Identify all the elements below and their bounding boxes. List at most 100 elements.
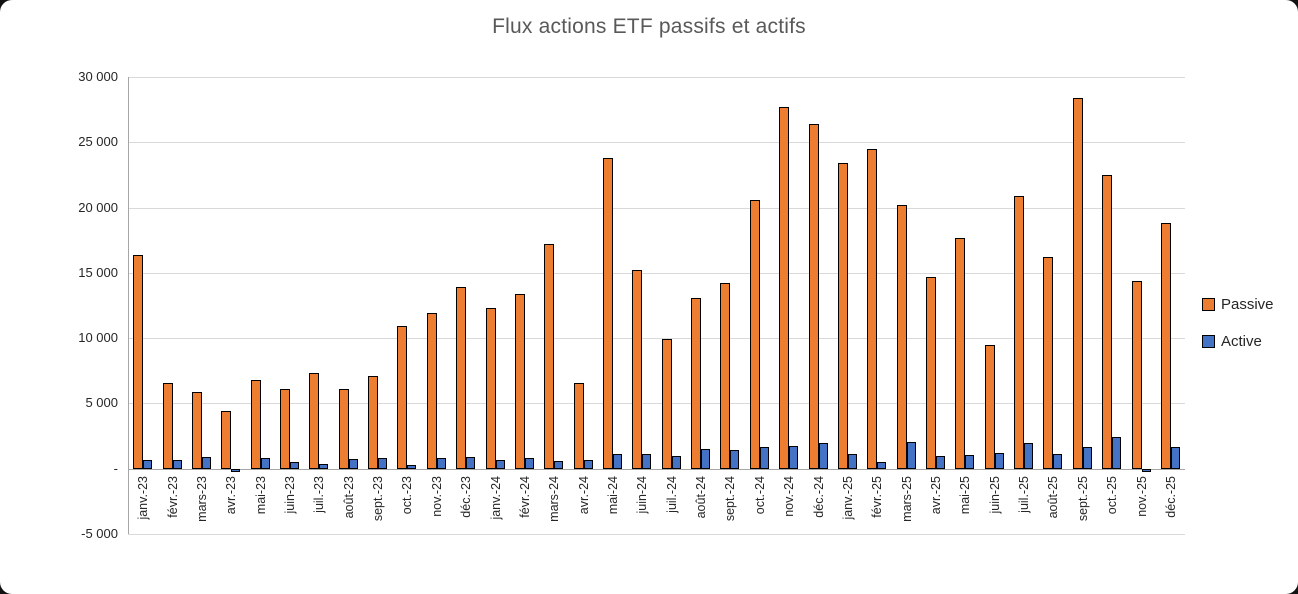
active-bar xyxy=(348,458,358,469)
active-bar xyxy=(818,442,828,469)
passive-bar xyxy=(544,244,555,469)
active-bar xyxy=(436,457,446,469)
active-bar xyxy=(642,454,652,469)
active-bar xyxy=(583,460,593,469)
passive-bar xyxy=(1043,257,1054,469)
passive-bar xyxy=(514,293,525,469)
x-axis-label: mai-23 xyxy=(253,475,268,514)
active-bar xyxy=(1141,468,1151,472)
passive-bar xyxy=(984,344,995,469)
passive-bar xyxy=(573,382,584,469)
passive-bar xyxy=(456,287,467,469)
active-bar xyxy=(260,458,270,469)
x-axis-label: déc.-24 xyxy=(811,475,826,518)
passive-bar xyxy=(133,254,144,469)
active-bar xyxy=(701,449,711,469)
x-axis-label: sept.-25 xyxy=(1075,475,1090,521)
active-bar xyxy=(172,459,182,469)
passive-bar xyxy=(603,158,613,469)
active-bar xyxy=(994,453,1004,469)
legend-swatch-active xyxy=(1202,335,1215,348)
x-axis-label: janv.-25 xyxy=(840,475,855,520)
active-bar xyxy=(1082,446,1092,469)
x-axis-label: févr.-24 xyxy=(517,475,532,518)
passive-bar xyxy=(338,389,349,469)
passive-bar xyxy=(779,107,790,469)
passive-bar xyxy=(162,382,173,469)
x-axis-label: nov.-23 xyxy=(429,475,444,517)
x-axis-label: juin-23 xyxy=(283,475,297,514)
passive-bar xyxy=(749,199,760,469)
active-bar xyxy=(847,454,857,469)
passive-bar xyxy=(661,339,672,469)
legend-label-passive: Passive xyxy=(1221,296,1274,313)
passive-bar xyxy=(926,276,936,469)
y-axis-tick-label: 20 000 xyxy=(78,199,118,215)
x-axis-label: avr.-24 xyxy=(576,475,591,514)
passive-bar xyxy=(1014,195,1024,469)
passive-bar xyxy=(250,379,261,469)
y-axis-tick-label: 30 000 xyxy=(78,69,118,84)
x-axis-label: nov.-25 xyxy=(1134,475,1149,517)
active-bar xyxy=(407,465,417,469)
x-axis-label: juil.-23 xyxy=(312,475,327,513)
active-bar xyxy=(290,462,299,469)
gridline xyxy=(128,338,1185,340)
x-axis-label: févr.-25 xyxy=(870,475,885,518)
x-axis-label: mai-24 xyxy=(606,475,620,514)
x-axis-label: mai-25 xyxy=(958,475,973,514)
chart-title: Flux actions ETF passifs et actifs xyxy=(492,15,806,38)
x-axis-label: janv.-23 xyxy=(136,475,151,520)
active-bar xyxy=(1024,442,1033,469)
gridline xyxy=(128,403,1185,405)
x-axis-label: août-23 xyxy=(341,475,356,519)
x-axis-label: mars-23 xyxy=(194,475,209,522)
passive-bar xyxy=(191,391,202,469)
legend-label-active: Active xyxy=(1221,333,1262,350)
passive-bar xyxy=(221,411,232,469)
active-bar xyxy=(671,456,681,469)
x-axis-label: mars-24 xyxy=(547,475,562,522)
active-bar xyxy=(319,463,329,469)
legend-item-active: Active xyxy=(1202,333,1274,350)
x-axis-label: août-24 xyxy=(694,475,708,519)
x-axis-label: juin-25 xyxy=(987,475,1002,514)
y-axis-tick-label: - xyxy=(113,460,118,476)
y-axis-tick-label: -5 000 xyxy=(81,526,118,541)
legend-swatch-passive xyxy=(1202,298,1215,311)
passive-bar xyxy=(426,313,437,469)
y-axis-tick-label: 10 000 xyxy=(78,330,118,346)
passive-bar xyxy=(632,270,643,469)
y-axis-tick-label: 15 000 xyxy=(78,264,118,280)
gridline xyxy=(128,77,1185,78)
x-axis-label: sept.-23 xyxy=(371,475,386,521)
x-axis-line xyxy=(128,468,1185,470)
x-axis-label: juin-24 xyxy=(635,475,650,514)
x-axis-label: oct.-23 xyxy=(400,475,415,514)
passive-bar xyxy=(485,308,496,469)
x-axis-label: déc.-25 xyxy=(1163,475,1178,518)
passive-bar xyxy=(309,373,320,469)
x-axis-label: avr.-23 xyxy=(224,475,239,514)
x-axis-label: oct.-25 xyxy=(1105,475,1120,514)
active-bar xyxy=(554,460,564,469)
passive-bar xyxy=(867,148,878,469)
active-bar xyxy=(1170,446,1180,469)
x-axis-label: août-25 xyxy=(1046,475,1061,519)
gridline xyxy=(128,207,1185,209)
active-bar xyxy=(789,445,799,469)
passive-bar xyxy=(1102,174,1113,469)
active-bar xyxy=(613,453,622,469)
active-bar xyxy=(378,458,388,469)
active-bar xyxy=(466,457,476,469)
passive-bar xyxy=(1131,280,1142,469)
passive-bar xyxy=(691,297,702,469)
passive-bar xyxy=(955,237,966,469)
passive-bar xyxy=(397,326,408,469)
x-axis-label: sept.-24 xyxy=(723,475,738,521)
active-bar xyxy=(906,441,916,469)
active-bar xyxy=(965,455,975,469)
x-axis-label: févr.-23 xyxy=(165,475,180,518)
y-axis-tick-label: 25 000 xyxy=(78,134,118,150)
